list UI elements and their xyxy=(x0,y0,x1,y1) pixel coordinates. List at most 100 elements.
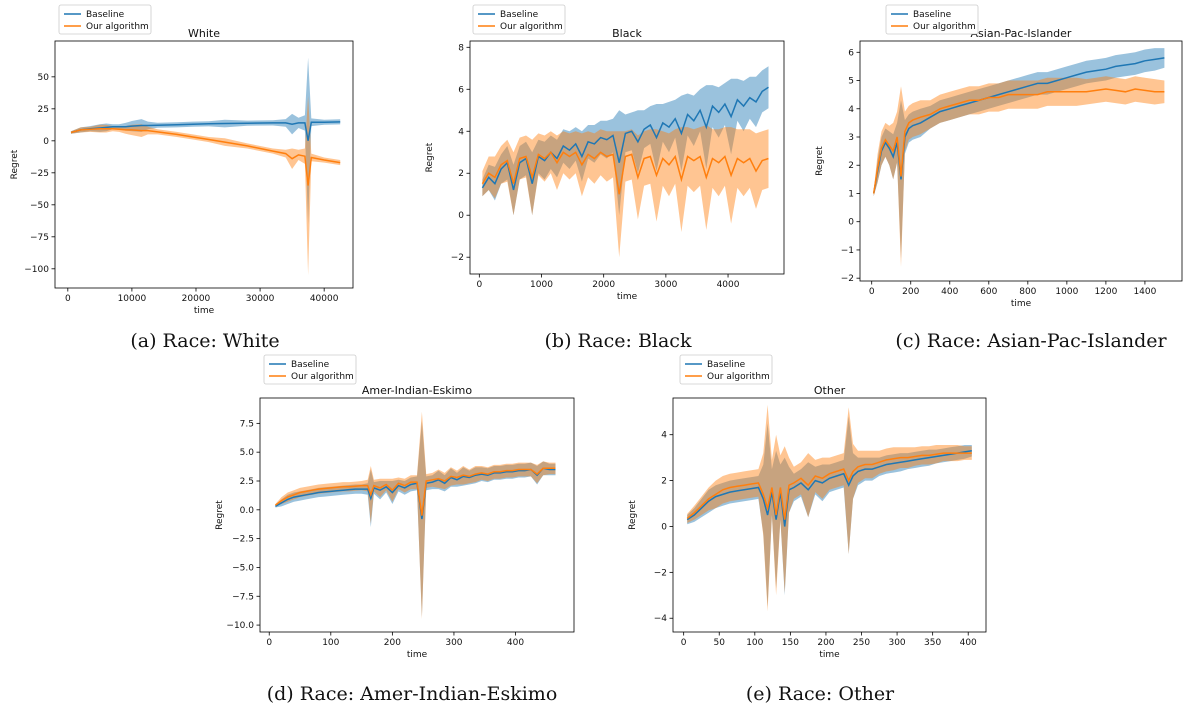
legend-box xyxy=(885,4,979,35)
legend-label: Our algorithm xyxy=(913,22,976,32)
plot-area-white xyxy=(70,57,341,276)
subplot-amer: 0 100 200 300 400 −10.0 −7.5 −5.0 −2.5 0.0 2.5 5.0 7… xyxy=(215,354,575,705)
legend-label: Our algorithm xyxy=(86,22,149,32)
x-tick-label: 300 xyxy=(445,638,462,648)
band-ours-amer xyxy=(275,411,556,620)
axes-frame-asian xyxy=(859,40,1183,282)
subplot-other: 0 50 100 150 200 250 300 350 400 −4 −2 0 2 4 Other time… xyxy=(628,354,987,705)
x-tick-label: 1000 xyxy=(530,280,553,290)
x-tick-label: 1200 xyxy=(1094,287,1117,297)
x-tick-label: 150 xyxy=(782,638,799,648)
legend: Baseline Our algorithm xyxy=(263,354,357,385)
legend-box xyxy=(472,4,566,35)
y-tick-label: 0 xyxy=(848,218,854,228)
plot-title: Black xyxy=(612,27,642,40)
x-tick-label: 0 xyxy=(65,294,71,304)
y-tick-label: 6 xyxy=(458,85,464,95)
legend-box xyxy=(263,354,357,385)
x-tick-label: 10000 xyxy=(118,294,147,304)
y-tick-label: −2 xyxy=(451,253,464,263)
band-baseline-asian xyxy=(873,48,1165,259)
axes-frame-white xyxy=(54,40,354,289)
y-tick-label: −75 xyxy=(30,233,49,243)
y-tick-label: −50 xyxy=(30,201,49,211)
y-tick-label: 6 xyxy=(848,48,854,58)
legend: Baseline Our algorithm xyxy=(472,4,566,35)
y-tick-label: 0 xyxy=(661,522,667,532)
y-tick-label: −2.5 xyxy=(232,535,254,545)
line-ours-other xyxy=(686,452,972,520)
y-tick-label: −2 xyxy=(654,568,667,578)
x-tick-label: 4000 xyxy=(717,280,740,290)
x-tick-label: 2000 xyxy=(592,280,615,290)
line-ours-white xyxy=(70,127,341,186)
line-baseline-white xyxy=(70,121,341,141)
x-tick-label: 300 xyxy=(888,638,905,648)
y-tick-label: 50 xyxy=(38,73,50,83)
legend-label: Baseline xyxy=(707,360,746,370)
y-tick-label: −25 xyxy=(30,169,49,179)
y-tick-label: 25 xyxy=(38,105,49,115)
subfigure-caption: (c) Race: Asian-Pac-Islander xyxy=(895,330,1167,352)
y-tick-label: 2 xyxy=(458,169,464,179)
line-baseline-amer xyxy=(275,467,556,520)
y-tick-label: 4 xyxy=(661,431,667,441)
x-tick-label: 200 xyxy=(902,287,919,297)
line-ours-asian xyxy=(872,88,1165,194)
legend-label: Baseline xyxy=(500,10,539,20)
x-axis-label: time xyxy=(407,650,428,660)
x-tick-label: 400 xyxy=(960,638,977,648)
x-tick-label: 800 xyxy=(1019,287,1036,297)
y-tick-label: 2 xyxy=(661,477,667,487)
y-axis-label: Regret xyxy=(628,500,638,530)
subplot-asian: 0 200 400 600 800 1000 1200 1400 −2 −1 0 1 2 3 4 5 6 Asia… xyxy=(815,4,1183,352)
x-tick-label: 40000 xyxy=(310,294,339,304)
y-tick-label: 0 xyxy=(458,211,464,221)
y-tick-label: 0.0 xyxy=(240,506,255,516)
legend: Baseline Our algorithm xyxy=(885,4,979,35)
y-axis-label: Regret xyxy=(10,149,20,179)
x-axis-label: time xyxy=(819,650,840,660)
y-tick-label: −5.0 xyxy=(232,563,254,573)
y-tick-label: −7.5 xyxy=(232,592,254,602)
x-tick-label: 100 xyxy=(746,638,763,648)
y-axis-label: Regret xyxy=(215,500,225,530)
line-baseline-black xyxy=(481,86,769,191)
x-tick-label: 400 xyxy=(941,287,958,297)
legend-label: Our algorithm xyxy=(291,372,354,382)
x-tick-label: 3000 xyxy=(654,280,677,290)
x-tick-label: 0 xyxy=(869,287,875,297)
line-baseline-other xyxy=(686,450,972,527)
x-tick-label: 0 xyxy=(476,280,482,290)
axes-frame-black xyxy=(469,40,785,275)
y-tick-label: −1 xyxy=(841,246,854,256)
y-axis-label: Regret xyxy=(815,146,825,176)
legend: Baseline Our algorithm xyxy=(58,4,152,35)
x-tick-label: 30000 xyxy=(246,294,275,304)
x-tick-label: 200 xyxy=(817,638,834,648)
x-tick-label: 0 xyxy=(266,638,272,648)
band-baseline-other xyxy=(687,416,972,607)
band-ours-asian xyxy=(873,76,1165,267)
legend: Baseline Our algorithm xyxy=(679,354,773,385)
plot-title: White xyxy=(188,27,220,40)
y-axis-label: Regret xyxy=(425,142,435,172)
subfigure-caption: (e) Race: Other xyxy=(746,683,895,705)
y-tick-label: −100 xyxy=(24,265,49,275)
subfigure-caption: (b) Race: Black xyxy=(545,330,692,352)
y-tick-label: −10.0 xyxy=(226,621,254,631)
line-ours-black xyxy=(481,151,769,195)
y-tick-label: 7.5 xyxy=(240,419,254,429)
y-tick-label: 3 xyxy=(848,133,854,143)
y-tick-label: 5.0 xyxy=(240,448,255,458)
band-baseline-black xyxy=(482,66,769,216)
y-tick-label: 2.5 xyxy=(240,477,254,487)
y-tick-label: −2 xyxy=(841,274,854,284)
plot-area-asian xyxy=(872,48,1165,267)
axes-frame-other xyxy=(672,397,987,633)
plot-title: Asian-Pac-Islander xyxy=(971,27,1072,40)
x-axis-label: time xyxy=(194,306,215,316)
x-tick-label: 250 xyxy=(853,638,870,648)
axes-frame-amer xyxy=(259,397,575,633)
